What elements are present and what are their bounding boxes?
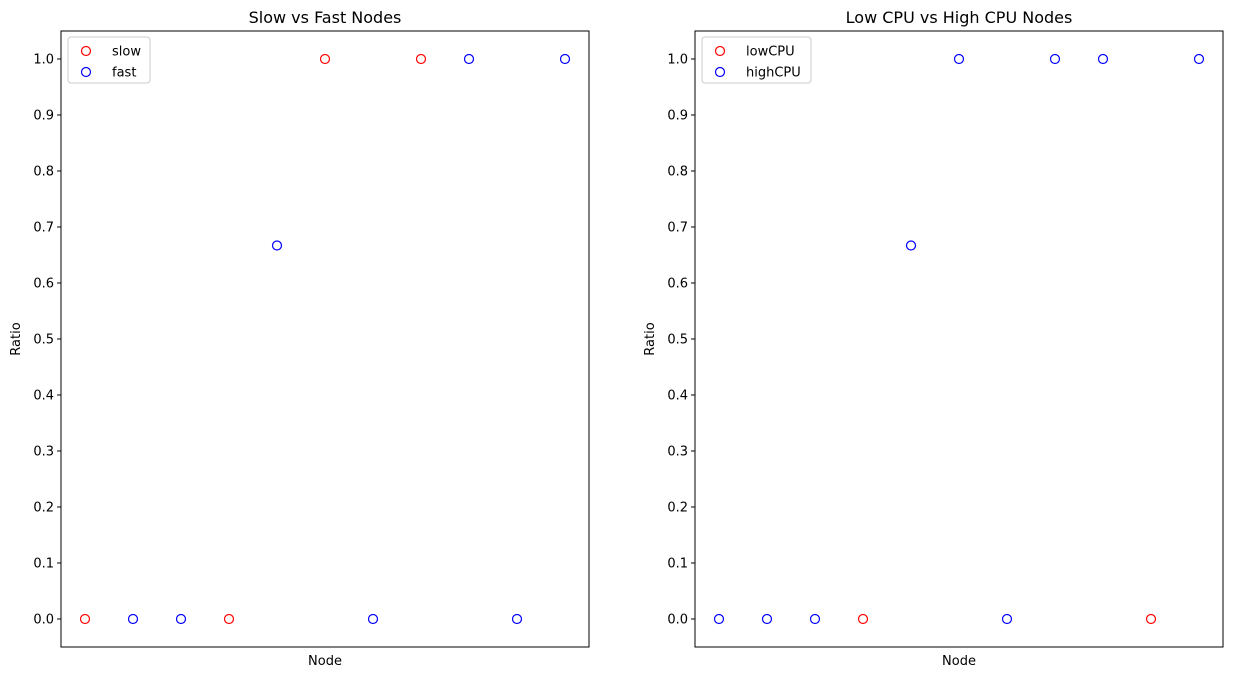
y-tick-label: 0.4 xyxy=(33,389,54,404)
data-point-highCPU xyxy=(1049,53,1061,65)
y-tick-label: 0.1 xyxy=(667,557,688,572)
data-point-slow xyxy=(319,53,331,65)
data-point-highCPU xyxy=(1001,613,1013,625)
y-tick-label: 0.7 xyxy=(33,221,54,236)
y-axis-label: Ratio xyxy=(643,322,658,355)
chart-lowcpu-vs-highcpu: Low CPU vs High CPU Nodes Node Ratio 0.0… xyxy=(643,8,1224,669)
y-tick-label: 0.6 xyxy=(33,277,54,292)
y-tick-label: 1.0 xyxy=(33,53,54,68)
y-tick-label: 0.4 xyxy=(667,389,688,404)
legend-marker-lowCPU xyxy=(714,45,726,57)
data-point-fast xyxy=(127,613,139,625)
data-point-highCPU xyxy=(713,613,725,625)
legend-label-fast: fast xyxy=(112,66,136,81)
data-point-slow xyxy=(79,613,91,625)
y-tick-label: 0.1 xyxy=(33,557,54,572)
data-point-slow xyxy=(415,53,427,65)
y-tick-label: 0.6 xyxy=(667,277,688,292)
legend-marker-slow xyxy=(80,45,92,57)
x-axis-label: Node xyxy=(308,654,342,669)
data-point-highCPU xyxy=(809,613,821,625)
data-point-highCPU xyxy=(1193,53,1205,65)
data-point-fast xyxy=(367,613,379,625)
y-tick-label: 0.3 xyxy=(667,445,688,460)
legend-marker-highCPU xyxy=(714,66,726,78)
chart-title: Slow vs Fast Nodes xyxy=(249,8,402,27)
y-tick-label: 0.5 xyxy=(33,333,54,348)
legend-box xyxy=(67,36,151,84)
data-point-fast xyxy=(559,53,571,65)
chart-title: Low CPU vs High CPU Nodes xyxy=(846,8,1073,27)
y-tick-label: 0.0 xyxy=(667,613,688,628)
y-tick-label: 0.3 xyxy=(33,445,54,460)
data-point-highCPU xyxy=(905,240,917,251)
data-point-fast xyxy=(175,613,187,625)
data-point-highCPU xyxy=(761,613,773,625)
data-point-fast xyxy=(511,613,523,625)
y-tick-label: 0.9 xyxy=(33,109,54,124)
data-point-lowCPU xyxy=(857,613,869,625)
plot-frame xyxy=(694,30,1224,648)
data-point-highCPU xyxy=(1097,53,1109,65)
y-tick-label: 0.2 xyxy=(667,501,688,516)
y-tick-label: 0.0 xyxy=(33,613,54,628)
y-tick-label: 0.8 xyxy=(667,165,688,180)
legend-label-slow: slow xyxy=(112,45,141,60)
data-point-slow xyxy=(223,613,235,625)
chart-slow-vs-fast: Slow vs Fast Nodes Node Ratio 0.0 0.1 0.2 0… xyxy=(9,8,590,669)
y-axis-label: Ratio xyxy=(9,322,24,355)
y-tick-label: 0.8 xyxy=(33,165,54,180)
y-tick-label: 1.0 xyxy=(667,53,688,68)
data-point-fast xyxy=(463,53,475,65)
x-axis-label: Node xyxy=(942,654,976,669)
y-tick-label: 0.9 xyxy=(667,109,688,124)
data-point-fast xyxy=(271,240,283,251)
legend-label-lowCPU: lowCPU xyxy=(746,45,795,60)
legend-label-highCPU: highCPU xyxy=(746,66,801,81)
y-tick-label: 0.7 xyxy=(667,221,688,236)
legend-marker-fast xyxy=(80,66,92,78)
y-tick-label: 0.2 xyxy=(33,501,54,516)
data-point-lowCPU xyxy=(1145,613,1157,625)
plot-frame xyxy=(60,30,590,648)
legend-box xyxy=(701,36,812,84)
data-point-highCPU xyxy=(953,53,965,65)
y-tick-label: 0.5 xyxy=(667,333,688,348)
